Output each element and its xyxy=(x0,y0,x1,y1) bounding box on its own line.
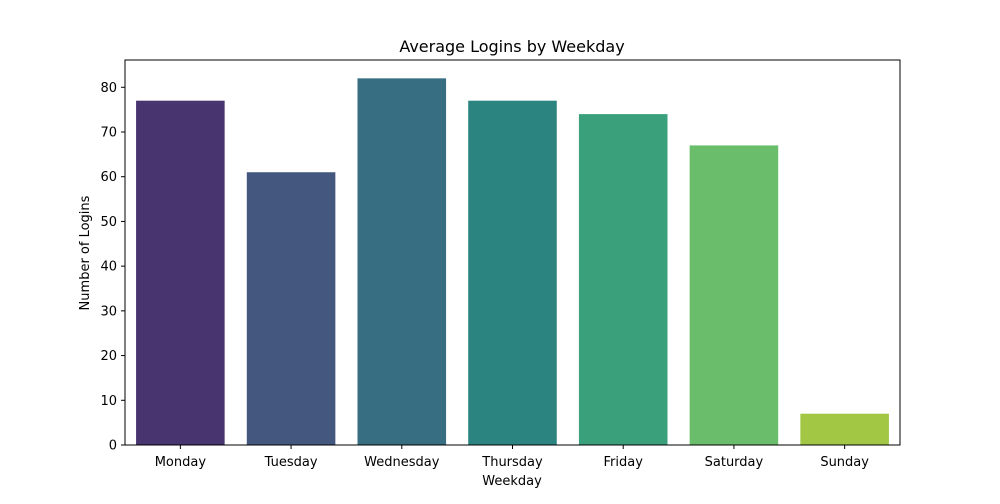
bar-friday xyxy=(578,114,668,446)
y-axis-label: Number of Logins xyxy=(78,195,93,310)
bar-thursday xyxy=(468,100,557,445)
y-tick-label-30: 30 xyxy=(100,304,117,319)
bar-tuesday xyxy=(246,172,336,446)
y-tick-label-80: 80 xyxy=(100,81,117,96)
y-tick-label-0: 0 xyxy=(109,439,117,454)
bar-monday xyxy=(136,100,225,445)
y-axis: 0 10 20 30 40 50 60 70 80 xyxy=(100,81,125,454)
y-tick-label-60: 60 xyxy=(100,170,117,185)
x-tick-label-saturday: Saturday xyxy=(705,455,764,470)
bar-sunday xyxy=(800,413,889,445)
y-tick-label-20: 20 xyxy=(100,349,117,364)
x-tick-label-sunday: Sunday xyxy=(820,455,869,470)
x-axis: Monday Tuesday Wednesday Thursday Friday Satu… xyxy=(155,445,869,470)
chart-title: Average Logins by Weekday xyxy=(399,37,624,56)
x-tick-label-tuesday: Tuesday xyxy=(264,455,318,470)
y-tick-label-10: 10 xyxy=(100,394,117,409)
x-tick-label-monday: Monday xyxy=(155,455,207,470)
x-tick-label-friday: Friday xyxy=(604,455,644,470)
x-axis-label: Weekday xyxy=(482,474,542,489)
y-tick-label-40: 40 xyxy=(100,260,117,275)
y-tick-label-70: 70 xyxy=(100,125,117,140)
x-tick-label-wednesday: Wednesday xyxy=(364,455,440,470)
x-tick-label-thursday: Thursday xyxy=(481,455,543,470)
bars-group xyxy=(136,78,889,446)
bar-saturday xyxy=(689,145,779,445)
bar-wednesday xyxy=(357,78,447,445)
y-tick-label-50: 50 xyxy=(100,215,117,230)
